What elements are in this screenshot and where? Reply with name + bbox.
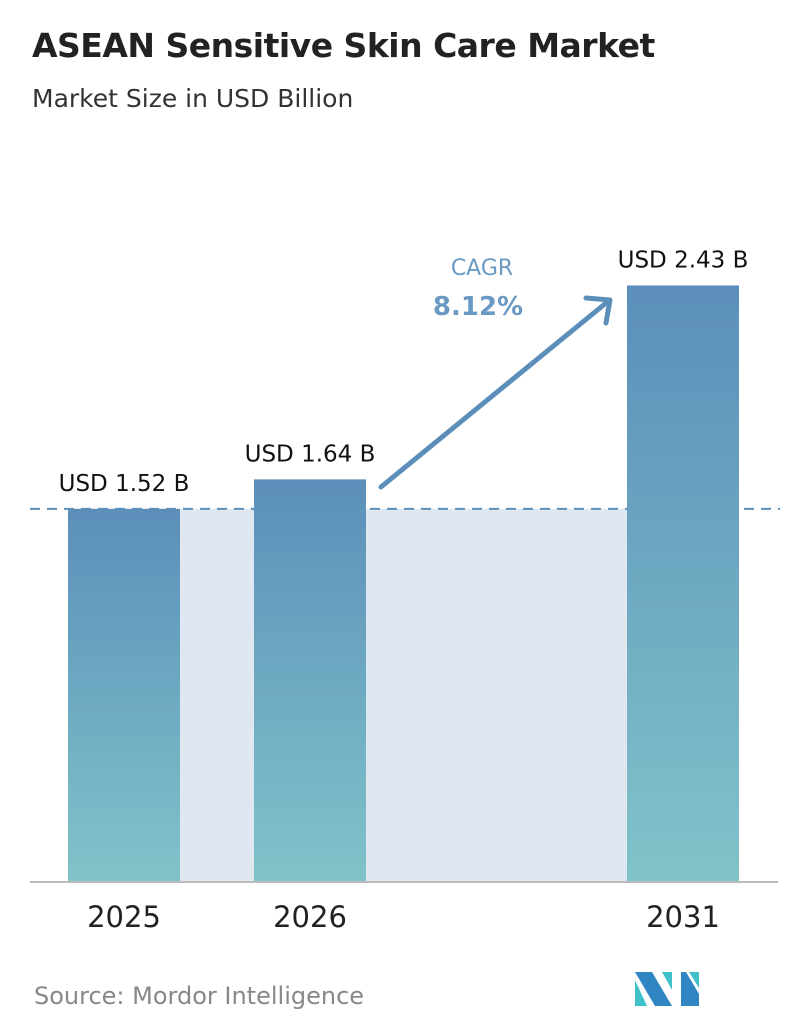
data-label-2025: USD 1.52 B: [59, 471, 190, 497]
bar-2025: [68, 508, 180, 882]
source-label: Source: Mordor Intelligence: [34, 982, 365, 1010]
chart-subtitle: Market Size in USD Billion: [32, 84, 354, 113]
x-tick-2025: 2025: [87, 900, 161, 934]
x-tick-2031: 2031: [646, 900, 720, 934]
cagr-label: CAGR: [451, 256, 513, 281]
cagr-value: 8.12%: [433, 292, 523, 322]
data-label-2031: USD 2.43 B: [618, 247, 749, 273]
cagr-arrow: [378, 295, 613, 490]
logo: [635, 972, 699, 1006]
x-tick-2026: 2026: [273, 900, 347, 934]
data-label-2026: USD 1.64 B: [245, 441, 376, 467]
bar-2026: [254, 479, 366, 882]
bar-2031: [627, 285, 739, 882]
chart-title: ASEAN Sensitive Skin Care Market: [32, 26, 655, 65]
